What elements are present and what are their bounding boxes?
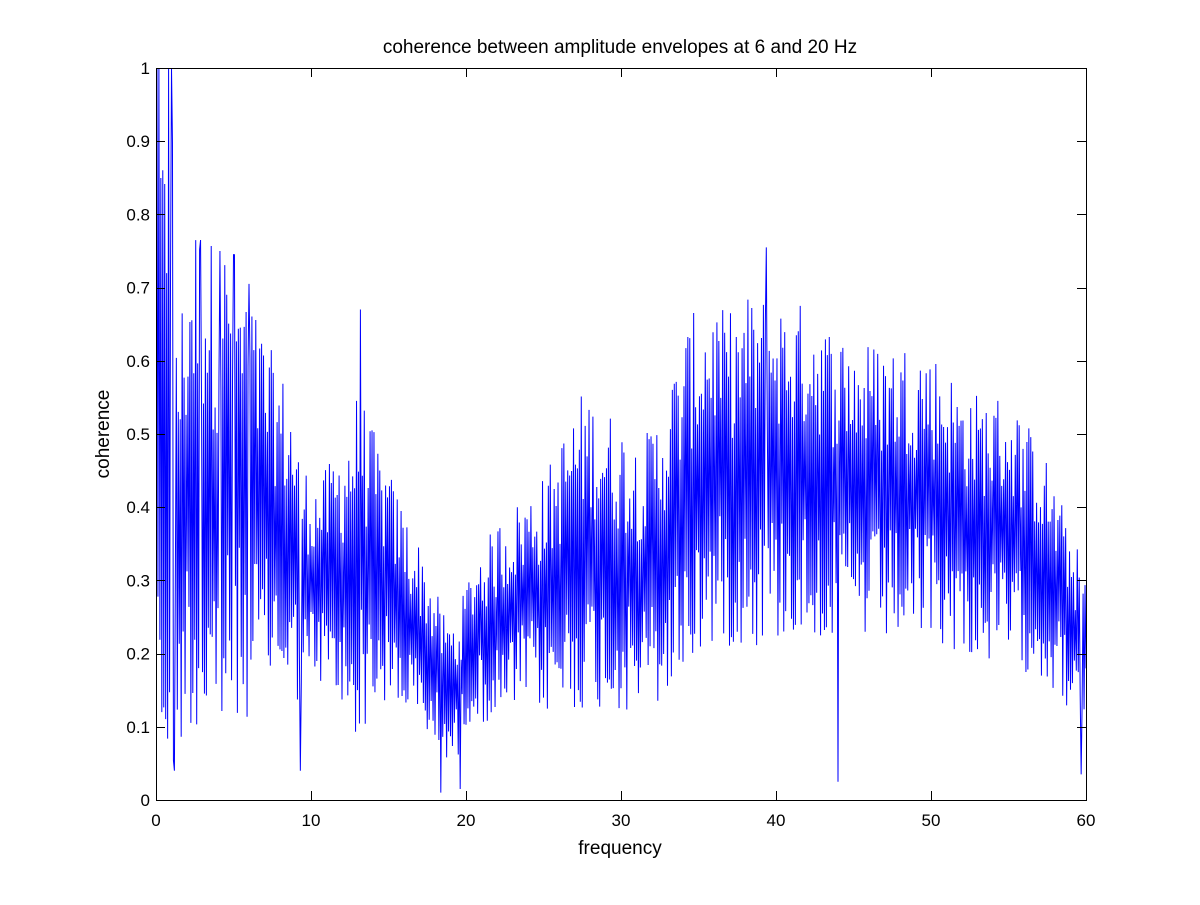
y-tick-label: 0.6: [126, 352, 150, 371]
y-tick-label: 0.5: [126, 425, 150, 444]
x-tick-label: 60: [1077, 811, 1096, 830]
axes-box: [156, 68, 1087, 801]
x-tick-label: 40: [767, 811, 786, 830]
x-tick-label: 10: [302, 811, 321, 830]
y-tick-label: 0.3: [126, 571, 150, 590]
x-tick-label: 50: [922, 811, 941, 830]
coherence-series-line: [156, 68, 1086, 793]
series-layer: [156, 68, 1086, 793]
y-tick-label: 1: [141, 59, 150, 78]
y-tick-label: 0.1: [126, 718, 150, 737]
y-tick-label: 0.2: [126, 645, 150, 664]
y-tick-label: 0.9: [126, 132, 150, 151]
x-tick-label: 20: [457, 811, 476, 830]
y-tick-label: 0: [141, 791, 150, 810]
x-tick-label: 30: [612, 811, 631, 830]
tick-labels-layer: 0 10 20 30 40 50 60 0 0.1 0.2 0.3 0.4 0.5 0.6 0.7 0.8 0.…: [126, 59, 1095, 830]
y-tick-label: 0.8: [126, 205, 150, 224]
y-tick-label: 0.7: [126, 279, 150, 298]
y-tick-label: 0.4: [126, 498, 150, 517]
x-axis-label: frequency: [578, 838, 662, 859]
axes-background: [156, 68, 1086, 800]
chart-title: coherence between amplitude envelopes at…: [383, 37, 857, 58]
x-tick-label: 0: [151, 811, 160, 830]
y-axis-label: coherence: [93, 390, 114, 479]
